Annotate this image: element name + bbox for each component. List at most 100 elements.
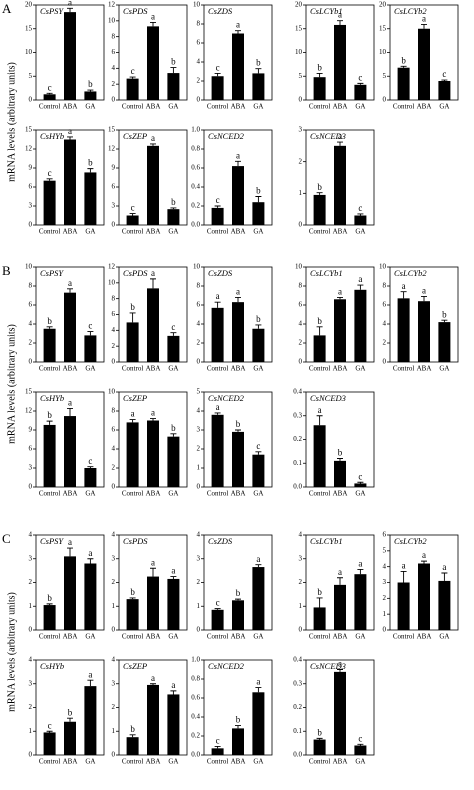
x-tick-label: ABA [231, 228, 246, 236]
significance-letter: b [130, 302, 135, 312]
bar [334, 145, 346, 225]
x-tick-label: Control [393, 365, 414, 373]
x-tick-label: ABA [333, 633, 348, 641]
bar [313, 335, 326, 362]
x-tick-label: Control [207, 103, 228, 111]
y-tick-label: 0.0 [191, 751, 200, 759]
y-tick-label: 0 [29, 751, 33, 759]
x-tick-label: GA [439, 365, 449, 373]
y-tick-label: 10 [379, 263, 387, 271]
significance-letter: a [338, 567, 342, 577]
y-tick-label: 0 [29, 483, 33, 491]
bar [397, 67, 410, 100]
error-bar [150, 143, 156, 146]
bar [313, 77, 326, 100]
error-bar [357, 481, 364, 484]
x-tick-label: ABA [333, 103, 348, 111]
significance-letter: c [216, 736, 220, 746]
y-tick-label: 0.0 [191, 221, 200, 229]
error-bar [170, 332, 177, 336]
y-tick-label: 3 [112, 202, 116, 210]
y-tick-label: 3 [197, 426, 201, 434]
x-tick-label: GA [168, 365, 178, 373]
bar [64, 292, 76, 362]
significance-letter: b [317, 182, 322, 192]
significance-letter: b [171, 423, 176, 433]
y-tick-label: 0.0 [293, 483, 302, 491]
y-tick-label: 15 [25, 126, 33, 134]
y-tick-label: 2 [299, 578, 303, 586]
bar [232, 600, 244, 630]
bar [211, 76, 224, 100]
error-bar [67, 547, 73, 557]
y-tick-label: 8 [112, 32, 116, 40]
chart-title: CsNCED3 [310, 131, 346, 141]
y-tick-label: 4 [197, 58, 201, 66]
x-tick-label: Control [39, 758, 60, 766]
y-tick-label: 4 [197, 320, 201, 328]
y-tick-label: 1.0 [191, 126, 200, 134]
significance-letter: c [48, 720, 52, 730]
bar [211, 207, 224, 225]
chart-title: CsHYb [40, 393, 64, 403]
error-bar [67, 408, 73, 417]
bar [126, 322, 139, 362]
significance-letter: a [338, 131, 342, 141]
y-tick-label: 0 [197, 96, 201, 104]
y-tick-label: 4 [112, 64, 116, 72]
significance-letter: b [236, 588, 241, 598]
y-tick-label: 0.4 [191, 183, 200, 191]
error-bar [87, 466, 94, 468]
y-tick-label: 0.0 [293, 751, 302, 759]
significance-letter: a [171, 680, 175, 690]
bar [313, 194, 326, 225]
y-tick-label: 0 [112, 96, 116, 104]
x-tick-label: Control [207, 365, 228, 373]
x-tick-label: Control [122, 228, 143, 236]
y-tick-label: 3 [299, 554, 303, 562]
y-tick-label: 3 [29, 679, 33, 687]
significance-letter: b [317, 587, 322, 597]
y-tick-label: 4 [299, 531, 303, 539]
significance-letter: b [171, 197, 176, 207]
x-tick-label: Control [207, 490, 228, 498]
chart-title: CsPDS [123, 268, 148, 278]
y-tick-label: 0.2 [191, 202, 200, 210]
y-tick-label: 0.4 [293, 656, 302, 664]
y-tick-label: 1 [29, 727, 33, 735]
y-tick-label: 0.1 [293, 459, 302, 467]
x-tick-label: Control [39, 365, 60, 373]
y-tick-label: 0 [197, 626, 201, 634]
y-tick-label: 2 [112, 703, 116, 711]
x-tick-label: GA [439, 103, 449, 111]
significance-letter: a [402, 281, 406, 291]
y-tick-label: 0.2 [293, 435, 302, 443]
error-bar [421, 296, 427, 302]
y-axis-label: mRNA levels (arbitrary units) [6, 592, 17, 712]
y-tick-label: 12 [25, 145, 33, 153]
error-bar [235, 160, 241, 167]
error-bar [235, 30, 241, 34]
chart-title: CsLCYb2 [394, 536, 427, 546]
bar [354, 574, 367, 630]
significance-letter: a [68, 398, 72, 408]
y-tick-label: 8 [112, 407, 116, 415]
significance-letter: b [47, 593, 52, 603]
bar [354, 215, 367, 225]
error-bar [441, 79, 448, 81]
significance-letter: a [422, 286, 426, 296]
y-tick-label: 3 [112, 679, 116, 687]
y-tick-label: 2 [197, 445, 201, 453]
y-tick-label: 2 [29, 703, 33, 711]
x-tick-label: ABA [146, 758, 161, 766]
error-bar [214, 608, 221, 610]
error-bar [400, 291, 407, 299]
y-tick-label: 3 [299, 126, 303, 134]
y-tick-label: 2 [197, 578, 201, 586]
error-bar [129, 734, 136, 738]
y-tick-label: 3 [29, 464, 33, 472]
y-tick-label: 1 [197, 464, 201, 472]
bar [43, 94, 56, 100]
error-bar [337, 141, 343, 146]
y-tick-label: 10 [25, 263, 33, 271]
